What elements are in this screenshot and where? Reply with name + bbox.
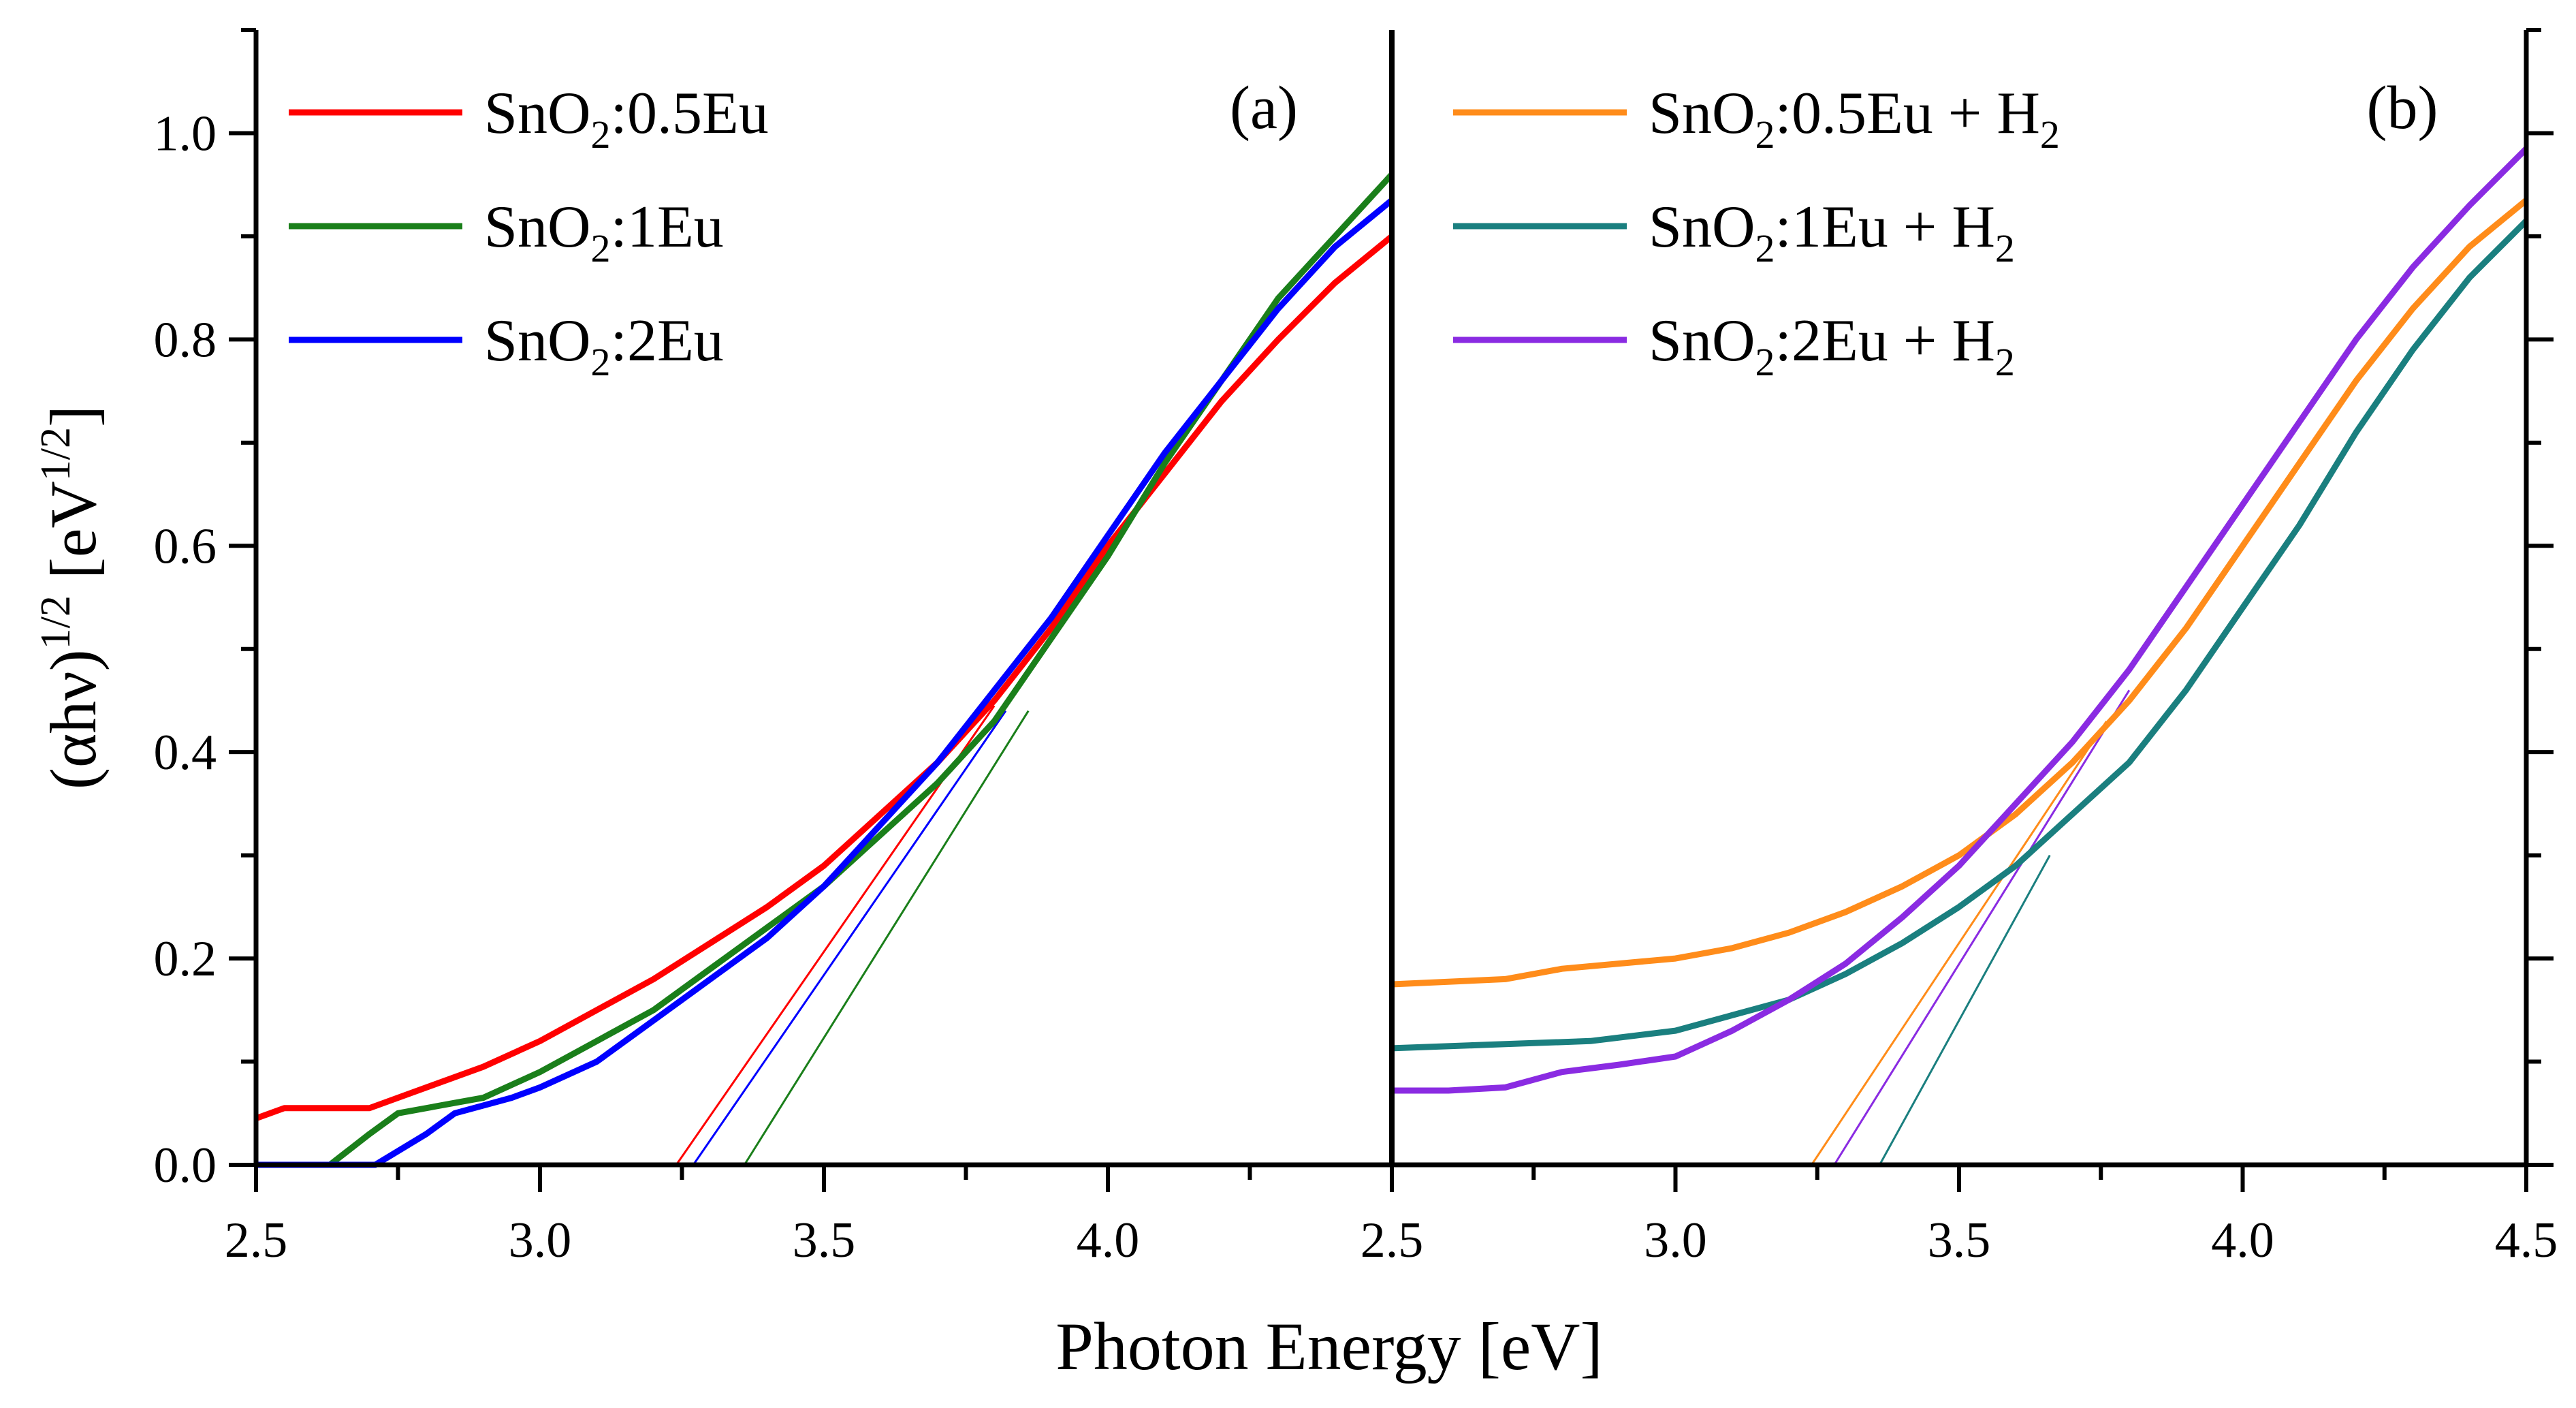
x-tick-label: 3.5 bbox=[1928, 1213, 1991, 1268]
legend-label: SnO2:2Eu bbox=[484, 308, 724, 384]
y-axis-title-unit-sup: 1/2 bbox=[33, 427, 79, 481]
series-line-1 bbox=[256, 172, 1395, 1168]
legend-label: SnO2:2Eu + H2 bbox=[1649, 308, 2015, 384]
x-tick-label: 4.5 bbox=[2495, 1213, 2558, 1268]
x-tick-label: 2.5 bbox=[225, 1213, 288, 1268]
series-line-1 bbox=[1391, 219, 2529, 1052]
y-axis-title-sup: 1/2 bbox=[33, 595, 79, 649]
y-tick-label: 0.0 bbox=[154, 1138, 217, 1193]
x-tick-label: 3.0 bbox=[509, 1213, 572, 1268]
legend: SnO2:0.5Eu + H2 SnO2:1Eu + H2 SnO2:2Eu + H… bbox=[1453, 80, 2060, 384]
x-tick-label: 2.5 bbox=[1361, 1213, 1424, 1268]
y-axis-title-close: ] bbox=[37, 405, 110, 427]
y-tick-label: 0.8 bbox=[154, 312, 217, 368]
legend-label: SnO2:1Eu + H2 bbox=[1649, 194, 2015, 270]
y-axis-title-main: (αhν) bbox=[37, 649, 110, 789]
panel-label: (b) bbox=[2367, 74, 2438, 142]
y-axis-title-unit: [eV bbox=[37, 481, 110, 595]
series-line-2 bbox=[1392, 146, 2529, 1094]
panel-label: (a) bbox=[1230, 74, 1298, 142]
legend-label: SnO2:1Eu bbox=[484, 194, 724, 270]
y-axis-title: (αhν)1/2 [eV1/2] bbox=[33, 405, 110, 789]
tangent-line-1 bbox=[1879, 854, 2051, 1165]
series-line-0 bbox=[1391, 198, 2528, 988]
y-tick-label: 0.2 bbox=[154, 931, 217, 987]
tangent-line-1 bbox=[743, 710, 1030, 1165]
tangent-line-0 bbox=[1811, 720, 2108, 1165]
panel-b: 2.5 3.0 3.5 4.0 4.5 (b) SnO2:0.5Eu + H2 SnO2:1E… bbox=[1361, 28, 2558, 1268]
x-tick-label: 4.0 bbox=[1077, 1213, 1140, 1268]
x-tick-label: 3.0 bbox=[1644, 1213, 1707, 1268]
tangent-line-2 bbox=[1833, 689, 2131, 1165]
series-line-0 bbox=[255, 234, 1394, 1122]
series-line-2 bbox=[256, 198, 1394, 1168]
legend-label: SnO2:0.5Eu + H2 bbox=[1649, 80, 2060, 157]
y-tick-label: 0.4 bbox=[154, 725, 217, 781]
y-tick-label: 0.6 bbox=[154, 518, 217, 574]
tangent-line-2 bbox=[692, 710, 1007, 1165]
x-tick-label: 3.5 bbox=[793, 1213, 856, 1268]
y-tick-label: 1.0 bbox=[154, 106, 217, 161]
panel-a: 2.5 3.0 3.5 4.0 0.0 0.2 0.4 0.6 0.8 1.0 (a) SnO2:0.… bbox=[154, 28, 1395, 1268]
x-axis-title: Photon Energy [eV] bbox=[1055, 1309, 1603, 1384]
x-tick-label: 4.0 bbox=[2211, 1213, 2274, 1268]
legend-label: SnO2:0.5Eu bbox=[484, 80, 769, 157]
legend: SnO2:0.5Eu SnO2:1Eu SnO2:2Eu bbox=[289, 80, 769, 384]
